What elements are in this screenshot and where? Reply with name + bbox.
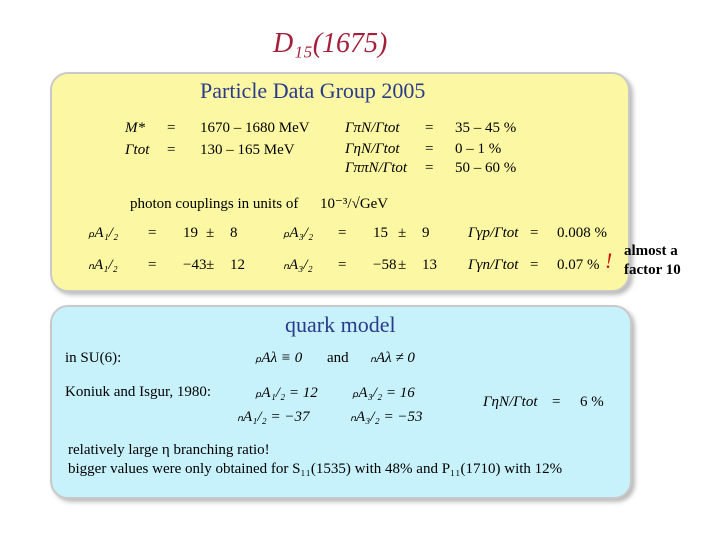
coupling-cell: ₙA₁/₂	[88, 257, 118, 273]
coupling-cell: −43	[183, 257, 207, 273]
pdg-heading: Particle Data Group 2005	[200, 78, 426, 103]
param-eq: =	[167, 142, 176, 158]
su6-and: and	[327, 350, 349, 366]
coupling-cell: ±	[398, 257, 407, 273]
coupling-cell: ₙA₃/₂	[283, 257, 313, 273]
coupling-cell: 8	[230, 225, 238, 241]
su6-expr: ₚAλ ≡ 0	[255, 350, 303, 366]
param-symbol: Γtot	[125, 142, 150, 158]
coupling-cell: −58	[373, 257, 397, 273]
ratio-eq: =	[425, 141, 434, 157]
coupling-cell: ₚA₁/₂	[88, 225, 119, 241]
amplitude: ₚA₁/₂ = 12	[255, 385, 318, 401]
quark-heading: quark model	[285, 312, 396, 337]
ratio-eq: =	[425, 160, 434, 176]
param-value: 1670 – 1680 MeV	[200, 120, 310, 136]
ratio-eq: =	[425, 120, 434, 136]
reference: Koniuk and Isgur, 1980:	[65, 384, 212, 400]
ratio-symbol: ΓηN/Γtot	[483, 394, 538, 410]
quark-box	[50, 305, 632, 499]
note: bigger values were only obtained for S₁₁…	[68, 461, 563, 477]
coupling-cell: 12	[230, 257, 245, 273]
coupling-cell: ±	[206, 225, 215, 241]
coupling-cell: ₚA₃/₂	[283, 225, 314, 241]
ratio-value: 50 – 60 %	[455, 160, 517, 176]
ratio-symbol: ΓππN/Γtot	[345, 160, 408, 176]
amplitude: ₚA₃/₂ = 16	[352, 385, 415, 401]
units: 10⁻³/√GeV	[320, 196, 389, 212]
coupling-cell: =	[338, 257, 347, 273]
coupling-cell: 13	[422, 257, 437, 273]
param-value: 130 – 165 MeV	[200, 142, 295, 158]
coupling-cell: =	[148, 225, 157, 241]
pdg-box	[50, 72, 630, 292]
coupling-cell: =	[338, 225, 347, 241]
coupling-cell: =	[148, 257, 157, 273]
amplitude: ₙA₃/₂ = −53	[350, 409, 423, 425]
amplitude: ₙA₁/₂ = −37	[237, 409, 310, 425]
coupling-cell: ±	[206, 257, 215, 273]
coupling-cell: =	[530, 225, 539, 241]
title: D₁₅(1675)	[273, 28, 388, 59]
coupling-cell: Γγp/Γtot	[468, 225, 519, 241]
coupling-cell: ±	[398, 225, 407, 241]
su6-label: in SU(6):	[65, 350, 122, 366]
coupling-cell: 9	[422, 225, 430, 241]
su6-expr: ₙAλ ≠ 0	[370, 350, 415, 366]
coupling-cell: =	[530, 257, 539, 273]
ratio-symbol: ΓπN/Γtot	[345, 120, 400, 136]
coupling-cell: 0.07 %	[557, 257, 600, 273]
exclamation: !	[605, 248, 613, 273]
ratio-symbol: ΓηN/Γtot	[345, 141, 400, 157]
coupling-cell: 0.008 %	[557, 225, 607, 241]
units-note: photon couplings in units of	[130, 196, 299, 212]
note: relatively large η branching ratio!	[68, 442, 270, 458]
side-note: almost a	[624, 243, 678, 259]
side-note: factor 10	[624, 262, 681, 278]
ratio-value: 0 – 1 %	[455, 141, 502, 157]
ratio-eq: =	[552, 394, 561, 410]
coupling-cell: 19	[183, 225, 198, 241]
coupling-cell: 15	[373, 225, 388, 241]
ratio-value: 35 – 45 %	[455, 120, 517, 136]
param-symbol: M*	[125, 120, 145, 136]
param-eq: =	[167, 120, 176, 136]
ratio-value: 6 %	[580, 394, 604, 410]
coupling-cell: Γγn/Γtot	[468, 257, 519, 273]
